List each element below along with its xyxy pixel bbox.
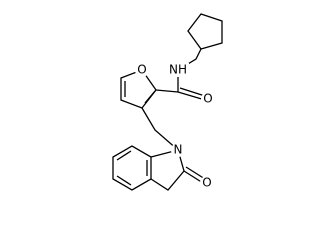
cyclopentane-ring xyxy=(187,13,223,50)
bond xyxy=(155,89,179,93)
atom-label: O xyxy=(137,63,146,77)
double-bond xyxy=(179,87,206,97)
chain-bond xyxy=(141,107,179,151)
bond xyxy=(183,170,204,184)
bonds xyxy=(112,13,223,191)
atom-label: NH xyxy=(169,63,187,77)
double-bond xyxy=(144,90,156,104)
label-mask xyxy=(200,176,214,190)
molecule-diagram: O NH O N O xyxy=(112,13,223,191)
furan-ring xyxy=(120,69,157,109)
label-mask xyxy=(167,63,189,77)
double-bond xyxy=(185,166,206,180)
label-mask xyxy=(135,63,149,77)
label-mask xyxy=(201,92,215,106)
atom-labels: O NH O N O xyxy=(135,63,215,190)
benzene-ring xyxy=(112,145,152,191)
atom-label: N xyxy=(174,143,183,157)
double-bond xyxy=(116,175,132,186)
atom-label: O xyxy=(203,92,212,106)
atom-label: O xyxy=(202,176,211,190)
bond xyxy=(177,91,206,101)
label-mask xyxy=(171,143,185,157)
double-bond xyxy=(116,150,132,161)
